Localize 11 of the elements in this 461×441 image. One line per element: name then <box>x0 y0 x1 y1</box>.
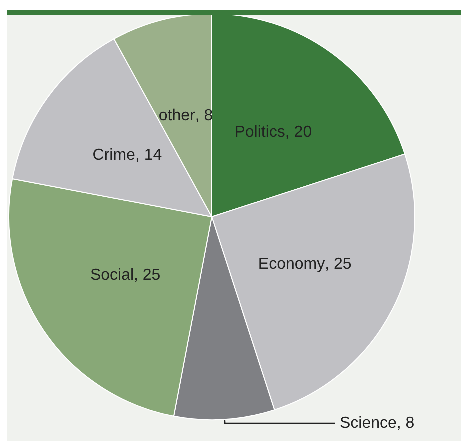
data-label: , 25 <box>134 267 161 284</box>
slice-label: Science <box>340 415 398 432</box>
data-label: , 25 <box>325 256 352 273</box>
data-label: , 8 <box>396 415 415 432</box>
slice-label: Crime <box>92 147 136 164</box>
slice-label: other <box>158 107 196 124</box>
slice-label: Economy <box>258 256 326 273</box>
data-label: , 20 <box>285 124 312 141</box>
slice-label: Politics <box>234 124 286 141</box>
data-label: , 14 <box>135 147 162 164</box>
slice-label: Social <box>90 267 134 284</box>
